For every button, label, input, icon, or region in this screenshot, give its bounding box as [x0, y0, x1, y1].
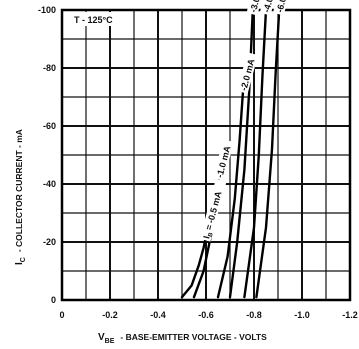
- y-tick-label: -100: [38, 5, 56, 15]
- x-tick-label: -0.4: [150, 310, 166, 320]
- curve-label-prefix: I: [201, 235, 211, 240]
- curve-label: -1.0 mA: [212, 139, 234, 181]
- y-tick-label: 0: [51, 295, 56, 305]
- curve-series: [243, 8, 268, 299]
- plot-frame: [60, 8, 352, 302]
- grid: [60, 8, 352, 302]
- curve-label: -6.0 mA: [272, 0, 294, 16]
- y-axis-label-sub: C: [20, 257, 27, 262]
- curve-label-bg: [259, 0, 281, 16]
- y-tick-label: -20: [43, 237, 56, 247]
- curve-label-bg: [272, 0, 294, 16]
- y-tick-label: -80: [43, 63, 56, 73]
- x-tick-label: -0.2: [102, 310, 118, 320]
- x-tick-label: -0.6: [198, 310, 214, 320]
- curve-label-bg: [199, 178, 227, 242]
- x-axis-label-sub: BE: [105, 338, 115, 345]
- curve-label-value: -0.5 mA: [205, 190, 223, 224]
- curve-label: IB=-0.5 mA: [199, 178, 227, 242]
- x-tick-label: -0.8: [246, 310, 262, 320]
- x-tick-label: 0: [59, 310, 64, 320]
- x-tick-label: -1.0: [294, 310, 310, 320]
- x-tick-label: -1.2: [342, 310, 358, 320]
- curves: [180, 8, 281, 299]
- curve-series: [216, 87, 245, 299]
- temperature-annotation: T - 125°C: [74, 15, 113, 25]
- y-tick-label: -60: [43, 121, 56, 131]
- curve-label-sub: B: [208, 231, 215, 237]
- curve-label-text: -6.0 mA: [274, 0, 292, 14]
- y-tick-label: -40: [43, 179, 56, 189]
- y-axis-label-rest: - COLLECTOR CURRENT - mA: [14, 129, 24, 252]
- x-axis-label: VBE - BASE-EMITTER VOLTAGE - VOLTS: [98, 332, 267, 345]
- curve-label-value: -6.0 mA: [274, 0, 292, 14]
- curve-series: [255, 8, 281, 299]
- curve-label-bg: [236, 52, 258, 94]
- curve-label-bg: [246, 0, 268, 16]
- curve-label-bg: [212, 139, 234, 181]
- x-axis-label-rest: - BASE-EMITTER VOLTAGE - VOLTS: [120, 332, 267, 342]
- y-axis-label: IC - COLLECTOR CURRENT - mA: [14, 129, 27, 265]
- curve-label-eq: =: [204, 223, 215, 231]
- curve-series: [180, 235, 208, 299]
- annotation-box: [72, 12, 130, 26]
- y-axis-label-main: I: [14, 262, 25, 265]
- tick-labels: 0 -0.2 -0.4 -0.6 -0.8 -1.0 -1.2 0 -20 -40 -60 -80 -1…: [38, 5, 358, 320]
- x-axis-label-main: V: [98, 332, 105, 343]
